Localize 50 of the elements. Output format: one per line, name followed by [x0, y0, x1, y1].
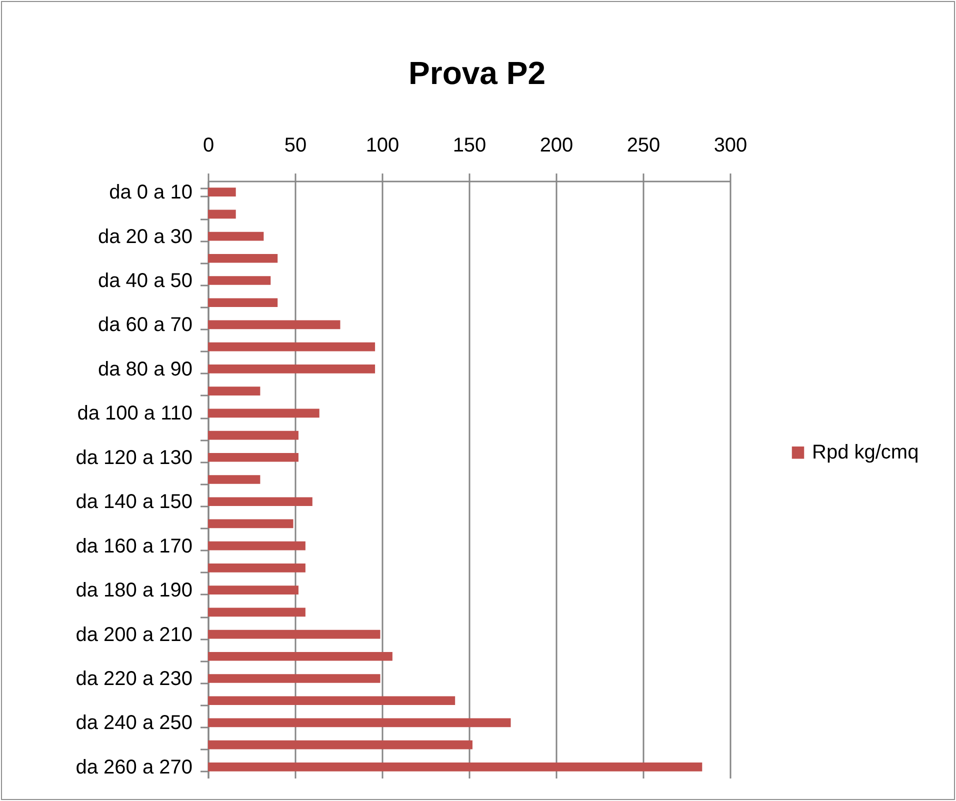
chart-title: Prova P2	[408, 55, 546, 91]
bar	[208, 430, 298, 440]
bar	[208, 696, 456, 706]
y-tick-label: da 100 a 110	[77, 402, 192, 425]
bar	[208, 276, 271, 285]
bar	[208, 762, 702, 772]
bar	[208, 564, 306, 572]
bar	[208, 298, 278, 308]
x-tick-label: 50	[284, 134, 307, 156]
bar	[208, 608, 306, 617]
legend-label: Rpd kg/cmq	[812, 442, 919, 464]
x-tick-label: 200	[540, 134, 574, 156]
y-tick-label: da 260 a 270	[76, 756, 192, 778]
bar	[208, 475, 260, 484]
y-tick-label: da 240 a 250	[76, 712, 192, 734]
x-tick-label: 0	[202, 134, 214, 156]
bar	[208, 386, 260, 396]
bar	[208, 718, 511, 728]
bar	[208, 254, 278, 263]
x-tick-label: 100	[366, 134, 400, 156]
y-tick-label: da 220 a 230	[76, 668, 192, 690]
bar	[208, 408, 320, 418]
x-tick-label: 150	[452, 134, 486, 156]
y-tick-label: da 200 a 210	[76, 624, 192, 646]
bar	[208, 740, 472, 750]
bar	[208, 586, 298, 594]
bar	[208, 188, 236, 196]
bar	[208, 652, 392, 661]
x-tick-label: 300	[714, 134, 748, 156]
bar	[208, 497, 312, 506]
y-tick-label: da 80 a 90	[98, 358, 192, 380]
bar	[208, 541, 306, 550]
y-tick-label: da 40 a 50	[98, 270, 192, 292]
bar	[208, 519, 294, 528]
bar	[208, 630, 380, 639]
bar	[208, 342, 376, 352]
bar	[208, 232, 264, 241]
y-tick-label: da 120 a 130	[76, 446, 192, 469]
x-tick-label: 250	[626, 134, 660, 156]
y-tick-label: da 180 a 190	[76, 580, 192, 602]
bar	[208, 364, 376, 374]
bar	[208, 452, 298, 462]
y-tick-label: da 160 a 170	[76, 535, 192, 558]
y-tick-label: da 0 a 10	[109, 182, 192, 204]
y-tick-label: da 140 a 150	[76, 491, 192, 514]
bar	[208, 210, 236, 219]
y-tick-label: da 60 a 70	[98, 314, 192, 336]
bar	[208, 674, 380, 683]
bar	[208, 320, 340, 330]
y-tick-label: da 20 a 30	[98, 226, 192, 248]
